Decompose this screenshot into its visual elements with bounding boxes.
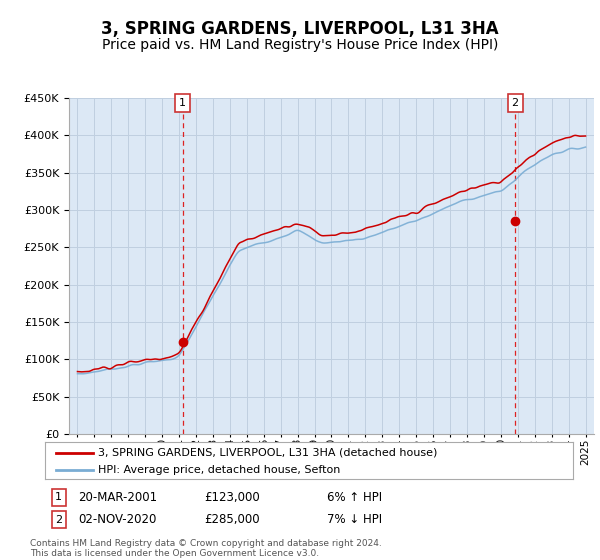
Text: 3, SPRING GARDENS, LIVERPOOL, L31 3HA (detached house): 3, SPRING GARDENS, LIVERPOOL, L31 3HA (d… — [98, 447, 437, 458]
Text: 1: 1 — [179, 98, 187, 108]
Text: 2: 2 — [55, 515, 62, 525]
Text: HPI: Average price, detached house, Sefton: HPI: Average price, detached house, Seft… — [98, 465, 340, 475]
Text: 20-MAR-2001: 20-MAR-2001 — [78, 491, 157, 504]
Text: This data is licensed under the Open Government Licence v3.0.: This data is licensed under the Open Gov… — [30, 549, 319, 558]
Text: 1: 1 — [55, 492, 62, 502]
Text: Price paid vs. HM Land Registry's House Price Index (HPI): Price paid vs. HM Land Registry's House … — [102, 38, 498, 52]
Text: 2: 2 — [512, 98, 518, 108]
Text: 3, SPRING GARDENS, LIVERPOOL, L31 3HA: 3, SPRING GARDENS, LIVERPOOL, L31 3HA — [101, 20, 499, 38]
Text: £285,000: £285,000 — [204, 513, 260, 526]
Text: 6% ↑ HPI: 6% ↑ HPI — [327, 491, 382, 504]
Text: 02-NOV-2020: 02-NOV-2020 — [78, 513, 157, 526]
Text: 7% ↓ HPI: 7% ↓ HPI — [327, 513, 382, 526]
Text: Contains HM Land Registry data © Crown copyright and database right 2024.: Contains HM Land Registry data © Crown c… — [30, 539, 382, 548]
Text: £123,000: £123,000 — [204, 491, 260, 504]
